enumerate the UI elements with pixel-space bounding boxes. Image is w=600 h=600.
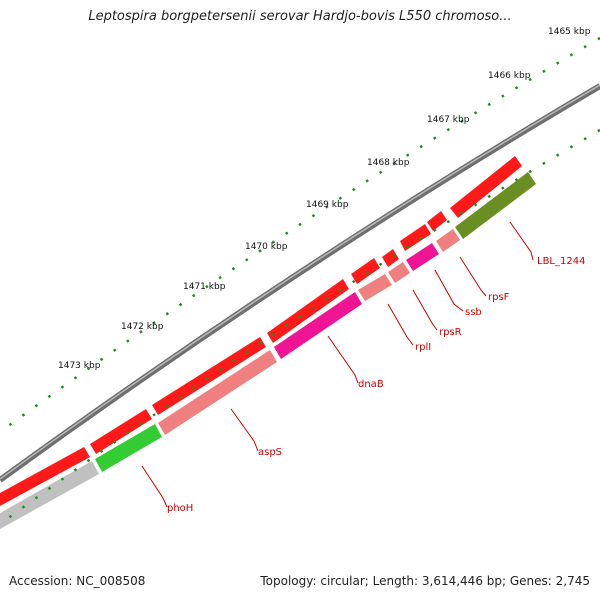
gene-forward[interactable] [382, 249, 399, 267]
gene-label-rpsr[interactable]: rpsR [439, 327, 462, 338]
gene-phoh[interactable] [95, 424, 162, 472]
inner-tick-ring [0, 128, 600, 526]
gene-forward[interactable] [400, 224, 431, 251]
gene-rpsr[interactable] [388, 262, 410, 283]
kbp-ruler: 1465 kbp 1466 kbp 1467 kbp 1468 kbp 1469… [58, 27, 591, 371]
gene-forward[interactable] [427, 211, 447, 231]
gene-asps[interactable] [158, 350, 277, 435]
gene-forward[interactable] [267, 279, 349, 343]
gene-label-phoh[interactable]: phoH [167, 503, 193, 514]
backbone-highlight [0, 84, 600, 480]
gene-unlabeled[interactable] [0, 461, 99, 529]
gene-forward[interactable] [90, 409, 152, 454]
gene-dnab[interactable] [274, 292, 362, 359]
ruler-label: 1471 kbp [183, 282, 226, 292]
ruler-label: 1468 kbp [367, 158, 410, 168]
gene-label-dnab[interactable]: dnaB [358, 379, 384, 390]
leader-lines [141, 221, 534, 508]
gene-label-rpli[interactable]: rplI [415, 342, 431, 353]
ruler-label: 1466 kbp [488, 71, 531, 81]
genome-summary-text: Topology: circular; Length: 3,614,446 bp… [260, 574, 590, 588]
gene-forward[interactable] [351, 258, 380, 284]
gene-rpsf[interactable] [436, 229, 460, 252]
reverse-strand [0, 172, 536, 529]
gene-label-asps[interactable]: aspS [258, 447, 282, 458]
outer-tick-ring [0, 36, 600, 434]
chromosome-backbone [0, 83, 600, 483]
gene-lbl-1244[interactable] [455, 172, 536, 239]
ruler-label: 1467 kbp [427, 115, 470, 125]
gene-ssb[interactable] [406, 243, 439, 271]
gene-label-ssb[interactable]: ssb [465, 307, 482, 318]
gene-label-lbl-1244[interactable]: LBL_1244 [537, 256, 585, 267]
gene-labels: LBL_1244 rpsF ssb rpsR rplI dnaB aspS ph… [167, 256, 585, 514]
map-title: Leptospira borgpetersenii serovar Hardjo… [88, 9, 512, 24]
ruler-label: 1473 kbp [58, 361, 101, 371]
gene-label-rpsf[interactable]: rpsF [488, 292, 510, 303]
gene-forward[interactable] [0, 447, 90, 506]
gene-forward[interactable] [450, 156, 522, 218]
gene-rpli[interactable] [358, 274, 392, 301]
ruler-label: 1472 kbp [121, 322, 164, 332]
ruler-label: 1470 kbp [245, 242, 288, 252]
ruler-label: 1469 kbp [306, 200, 349, 210]
ruler-label: 1465 kbp [548, 27, 591, 37]
accession-text: Accession: NC_008508 [9, 574, 146, 588]
